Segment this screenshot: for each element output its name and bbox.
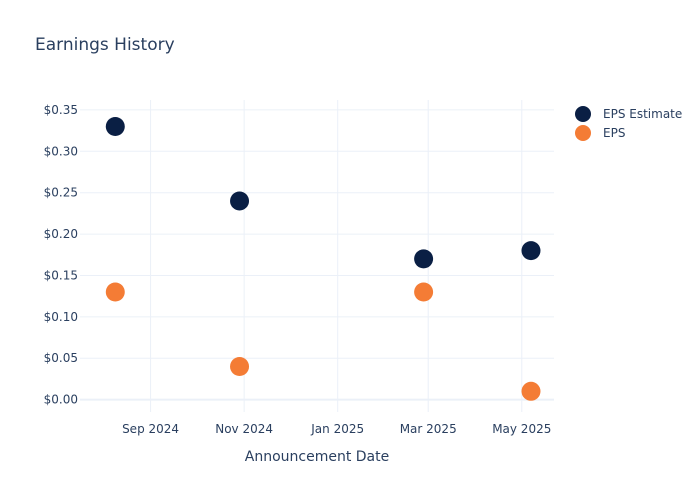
y-tick-label: $0.30 <box>44 144 78 158</box>
chart-title: Earnings History <box>35 35 175 55</box>
x-tick-label: Sep 2024 <box>122 422 179 436</box>
legend-label: EPS <box>603 126 625 140</box>
data-point-eps[interactable] <box>521 381 541 401</box>
legend-marker <box>575 106 591 122</box>
data-point-eps-estimate[interactable] <box>521 241 541 261</box>
data-points <box>105 116 541 401</box>
y-tick-label: $0.20 <box>44 227 78 241</box>
x-axis-ticks: Sep 2024 Nov 2024 Jan 2025 Mar 2025 May 2025 <box>122 422 551 436</box>
y-tick-label: $0.15 <box>44 268 78 282</box>
y-tick-label: $0.05 <box>44 351 78 365</box>
grid-lines <box>80 100 554 412</box>
y-tick-label: $0.25 <box>44 186 78 200</box>
data-point-eps[interactable] <box>105 282 125 302</box>
legend-item[interactable]: EPS Estimate <box>575 106 682 122</box>
x-tick-label: Nov 2024 <box>215 422 273 436</box>
x-tick-label: May 2025 <box>492 422 551 436</box>
legend-label: EPS Estimate <box>603 107 682 121</box>
legend[interactable]: EPS Estimate EPS <box>575 106 682 141</box>
y-tick-label: $0.35 <box>44 103 78 117</box>
y-tick-label: $0.00 <box>44 393 78 407</box>
y-axis-ticks: $0.00 $0.05 $0.10 $0.15 $0.20 $0.25 $0.30 $0.35 <box>44 103 78 407</box>
data-point-eps-estimate[interactable] <box>105 116 125 136</box>
x-tick-label: Mar 2025 <box>400 422 457 436</box>
data-point-eps[interactable] <box>414 282 434 302</box>
data-point-eps[interactable] <box>230 356 250 376</box>
x-tick-label: Jan 2025 <box>310 422 364 436</box>
legend-marker <box>575 125 591 141</box>
data-point-eps-estimate[interactable] <box>414 249 434 269</box>
legend-item[interactable]: EPS <box>575 125 625 141</box>
data-point-eps-estimate[interactable] <box>230 191 250 211</box>
x-axis-title: Announcement Date <box>245 449 389 465</box>
y-tick-label: $0.10 <box>44 310 78 324</box>
